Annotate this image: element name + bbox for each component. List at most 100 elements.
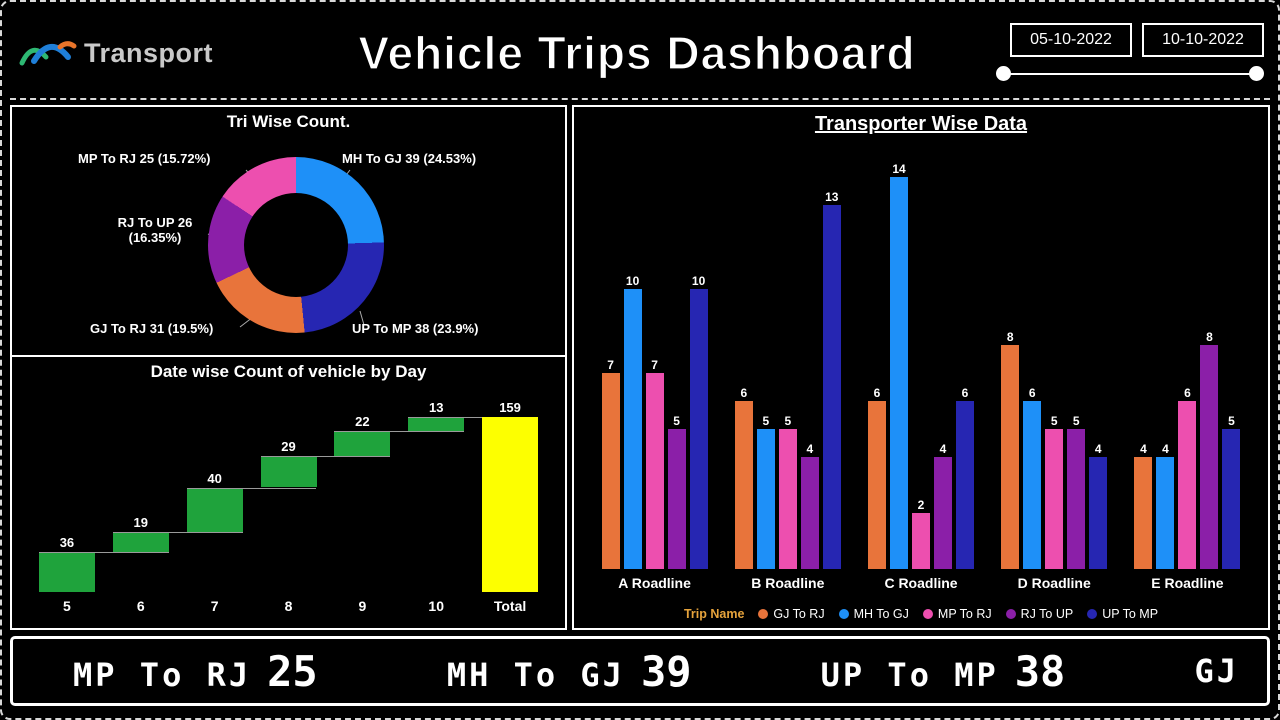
- bar-column: 10: [689, 274, 709, 569]
- legend-label: UP To MP: [1102, 607, 1159, 621]
- bar-value-label: 6: [740, 386, 748, 400]
- waterfall-category-label: 7: [210, 598, 219, 614]
- bar[interactable]: [1023, 401, 1042, 569]
- legend-dot: [1005, 609, 1016, 619]
- bar[interactable]: [934, 457, 952, 569]
- bar-column: 6: [734, 386, 754, 569]
- bar[interactable]: [890, 177, 908, 569]
- waterfall-title: Date wise Count of vehicle by Day: [150, 362, 427, 381]
- legend-title: Trip Name: [683, 607, 745, 621]
- waterfall-category-label: 8: [284, 598, 293, 614]
- legend-label: MH To GJ: [853, 607, 909, 621]
- bar-column: 4: [933, 442, 953, 569]
- bar[interactable]: [756, 429, 775, 569]
- ticker-item: MH To GJ 39: [447, 647, 692, 696]
- waterfall-bar[interactable]: [38, 552, 95, 592]
- logo-icon: [19, 41, 77, 66]
- waterfall-bar[interactable]: [334, 431, 391, 456]
- bar[interactable]: [800, 457, 819, 569]
- bar[interactable]: [1067, 429, 1086, 569]
- legend-label: GJ To RJ: [773, 607, 825, 621]
- bar[interactable]: [1134, 457, 1153, 569]
- bar-column: 4: [1088, 442, 1108, 569]
- waterfall-bar[interactable]: [260, 455, 317, 488]
- donut-chart[interactable]: [208, 157, 384, 333]
- bar-value-label: 7: [651, 358, 658, 372]
- date-to-input[interactable]: 10-10-2022: [1142, 23, 1264, 57]
- bar-value-label: 5: [1228, 414, 1235, 428]
- transporter-wise-panel: Transporter Wise Data 7 10 7 5 10 6 5 5 4 13 6 14 2 4…: [572, 105, 1270, 630]
- bar[interactable]: [689, 289, 708, 569]
- waterfall-category-label: 6: [136, 598, 145, 614]
- ticker-label: MH To GJ: [446, 655, 625, 694]
- pie-title: Tri Wise Count.: [226, 112, 351, 131]
- date-range-slider[interactable]: [996, 65, 1264, 83]
- bar-value-label: 4: [1140, 442, 1147, 456]
- waterfall-bar[interactable]: [186, 487, 243, 532]
- ticker-item: UP To MP 38: [821, 647, 1066, 696]
- bar-value-label: 13: [825, 190, 839, 204]
- bar-group: 7 10 7 5 10: [588, 274, 721, 569]
- category-label: A Roadline: [618, 575, 691, 591]
- bar[interactable]: [1156, 457, 1175, 569]
- legend-item[interactable]: GJ To RJ: [758, 607, 825, 621]
- bar-value-label: 5: [1050, 414, 1058, 428]
- ticker-value: 39: [640, 646, 692, 696]
- slider-handle-right[interactable]: [1249, 66, 1264, 81]
- bar-value-label: 6: [873, 386, 881, 400]
- slider-track: [1000, 73, 1260, 75]
- waterfall-bar[interactable]: [112, 531, 169, 553]
- bar-column: 13: [822, 190, 842, 569]
- bar[interactable]: [623, 289, 642, 569]
- bar-value-label: 6: [1184, 386, 1191, 400]
- pie-slice-label: UP To MP 38 (23.9%): [352, 321, 479, 336]
- waterfall-value-label: 36: [59, 535, 75, 551]
- ticker-label: MP To RJ: [73, 655, 252, 694]
- bar[interactable]: [956, 401, 974, 569]
- waterfall-bar[interactable]: [408, 417, 465, 432]
- bar[interactable]: [822, 205, 841, 569]
- bar-value-label: 4: [939, 442, 947, 456]
- date-from-input[interactable]: 05-10-2022: [1010, 23, 1132, 57]
- ticker-label: GJ: [1194, 652, 1239, 690]
- legend-label: RJ To UP: [1020, 607, 1074, 621]
- legend-dot: [1087, 609, 1098, 619]
- bars-plot: 7 10 7 5 10 6 5 5 4 13 6 14 2 4 6 8 6 5 5 4 4 4 6 8 5: [588, 147, 1254, 569]
- bar-column: 5: [1044, 414, 1064, 569]
- ticker-item: MP To RJ 25: [73, 647, 318, 696]
- bar[interactable]: [1178, 401, 1197, 569]
- bar[interactable]: [1200, 345, 1219, 569]
- logo: Transport: [16, 31, 278, 75]
- bar[interactable]: [1001, 345, 1020, 569]
- bar[interactable]: [912, 513, 930, 569]
- legend-item[interactable]: MH To GJ: [838, 607, 909, 621]
- bar[interactable]: [1089, 457, 1108, 569]
- category-label: E Roadline: [1151, 575, 1224, 591]
- bar[interactable]: [645, 373, 664, 569]
- bar-value-label: 4: [806, 442, 814, 456]
- waterfall-category-label: 5: [63, 598, 71, 614]
- bar[interactable]: [667, 429, 686, 569]
- page-title: Vehicle Trips Dashboard: [358, 26, 916, 79]
- waterfall-connector: [38, 552, 169, 554]
- legend-item[interactable]: UP To MP: [1087, 607, 1158, 621]
- bar[interactable]: [1045, 429, 1064, 569]
- waterfall-total-bar[interactable]: [482, 417, 539, 592]
- legend-item[interactable]: MP To RJ: [922, 607, 992, 621]
- bar-column: 6: [1022, 386, 1042, 569]
- waterfall-connector: [408, 417, 539, 419]
- bar-value-label: 10: [691, 274, 706, 288]
- bar-group: 6 14 2 4 6: [854, 162, 987, 569]
- legend-item[interactable]: RJ To UP: [1005, 607, 1074, 621]
- legend-label: MP To RJ: [937, 607, 992, 621]
- category-label: D Roadline: [1017, 575, 1091, 591]
- slider-handle-left[interactable]: [996, 66, 1011, 81]
- bar[interactable]: [1222, 429, 1241, 569]
- bar[interactable]: [778, 429, 797, 569]
- bar[interactable]: [734, 401, 753, 569]
- bar-column: 4: [800, 442, 820, 569]
- bars-categories: A Roadline B Roadline C Roadline D Roadline…: [588, 575, 1254, 591]
- bar[interactable]: [868, 401, 886, 569]
- bar[interactable]: [601, 373, 620, 569]
